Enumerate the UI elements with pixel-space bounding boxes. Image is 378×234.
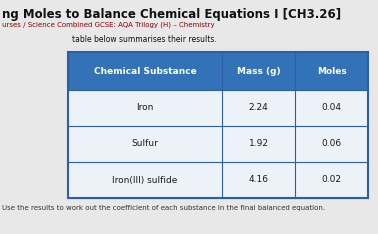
Text: Mass (g): Mass (g) (237, 66, 280, 76)
Text: 2.24: 2.24 (249, 103, 268, 113)
Text: Iron(III) sulfide: Iron(III) sulfide (112, 176, 178, 184)
Text: Moles: Moles (317, 66, 346, 76)
Text: 0.06: 0.06 (321, 139, 342, 149)
Text: ng Moles to Balance Chemical Equations I [CH3.26]: ng Moles to Balance Chemical Equations I… (2, 8, 341, 21)
Text: Chemical Substance: Chemical Substance (94, 66, 197, 76)
Text: 1.92: 1.92 (248, 139, 268, 149)
Text: table below summarises their results.: table below summarises their results. (72, 35, 217, 44)
Bar (68, 90, 368, 198)
Bar (68, 162, 368, 198)
Bar (68, 126, 368, 162)
Bar (68, 52, 368, 90)
Text: Use the results to work out the coefficient of each substance in the final balan: Use the results to work out the coeffici… (2, 205, 325, 211)
Text: 0.04: 0.04 (322, 103, 341, 113)
Text: urses / Science Combined GCSE: AQA Trilogy (H) – Chemistry: urses / Science Combined GCSE: AQA Trilo… (2, 22, 215, 29)
Bar (68, 52, 368, 198)
Text: Iron: Iron (136, 103, 154, 113)
Text: Sulfur: Sulfur (132, 139, 158, 149)
Bar (68, 90, 368, 126)
Text: 4.16: 4.16 (248, 176, 268, 184)
Text: 0.02: 0.02 (322, 176, 341, 184)
